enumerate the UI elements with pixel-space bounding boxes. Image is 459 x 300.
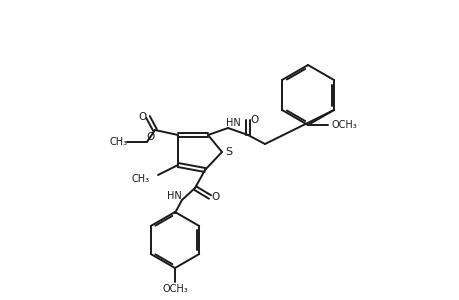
Text: OCH₃: OCH₃: [162, 284, 187, 294]
Text: CH₃: CH₃: [110, 137, 128, 147]
Text: O: O: [139, 112, 147, 122]
Text: HN: HN: [166, 191, 181, 201]
Text: O: O: [250, 115, 258, 125]
Text: HN: HN: [225, 118, 240, 128]
Text: S: S: [225, 147, 232, 157]
Text: OCH₃: OCH₃: [330, 120, 356, 130]
Text: O: O: [212, 192, 220, 202]
Text: CH₃: CH₃: [132, 174, 150, 184]
Text: O: O: [146, 132, 155, 142]
